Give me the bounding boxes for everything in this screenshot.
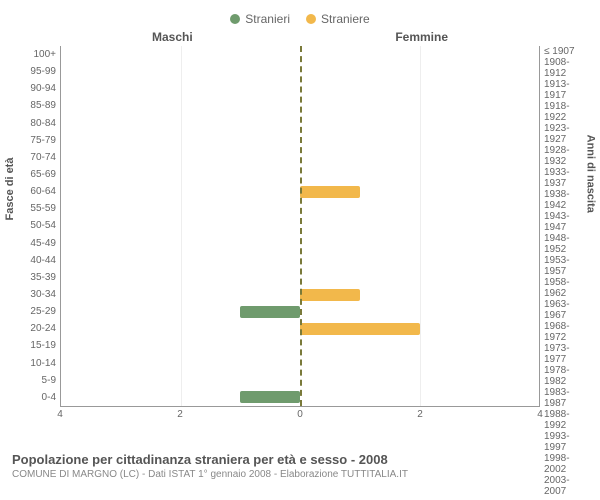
- y-tick-right: 1923-1927: [544, 123, 588, 145]
- y-tick-left: 70-74: [12, 149, 56, 166]
- y-tick-right: 1908-1912: [544, 57, 588, 79]
- plot-area: 100+95-9990-9485-8980-8475-7970-7465-696…: [12, 46, 588, 406]
- y-tick-left: 90-94: [12, 80, 56, 97]
- center-line: [300, 46, 302, 406]
- female-title: Femmine: [395, 30, 448, 44]
- y-tick-left: 95-99: [12, 63, 56, 80]
- bar-male: [240, 391, 300, 403]
- y-axis-left: 100+95-9990-9485-8980-8475-7970-7465-696…: [12, 46, 60, 406]
- y-tick-left: 25-29: [12, 303, 56, 320]
- y-tick-left: 0-4: [12, 389, 56, 406]
- y-tick-left: 20-24: [12, 320, 56, 337]
- y-tick-right: 1968-1972: [544, 321, 588, 343]
- y-tick-right: ≤ 1907: [544, 46, 588, 57]
- legend-swatch-male: [230, 14, 240, 24]
- bar-female: [300, 289, 360, 301]
- legend-label-female: Straniere: [321, 12, 370, 26]
- y-tick-left: 30-34: [12, 286, 56, 303]
- y-tick-right: 1943-1947: [544, 211, 588, 233]
- y-tick-right: 1918-1922: [544, 101, 588, 123]
- y-tick-left: 50-54: [12, 217, 56, 234]
- y-tick-left: 60-64: [12, 183, 56, 200]
- y-tick-right: 1953-1957: [544, 255, 588, 277]
- bar-female: [300, 323, 420, 335]
- caption-title: Popolazione per cittadinanza straniera p…: [12, 452, 588, 467]
- y-tick-right: 1958-1962: [544, 277, 588, 299]
- y-tick-right: 1933-1937: [544, 167, 588, 189]
- y-tick-right: 1988-1992: [544, 409, 588, 431]
- y-tick-right: 2003-2007: [544, 475, 588, 497]
- y-tick-left: 10-14: [12, 355, 56, 372]
- y-tick-right: 1938-1942: [544, 189, 588, 211]
- y-tick-left: 100+: [12, 46, 56, 63]
- chart: Fasce di età Anni di nascita 100+95-9990…: [12, 46, 588, 446]
- y-tick-left: 5-9: [12, 372, 56, 389]
- caption-subtitle: COMUNE DI MARGNO (LC) - Dati ISTAT 1° ge…: [12, 469, 588, 480]
- y-tick-left: 65-69: [12, 166, 56, 183]
- bars-area: [60, 46, 540, 406]
- y-tick-left: 15-19: [12, 337, 56, 354]
- legend-label-male: Stranieri: [245, 12, 290, 26]
- y-tick-left: 45-49: [12, 235, 56, 252]
- x-axis: 4 2 0 2 4: [60, 406, 540, 428]
- y-tick-left: 80-84: [12, 115, 56, 132]
- y-tick-right: 1978-1982: [544, 365, 588, 387]
- legend: Stranieri Straniere: [12, 12, 588, 26]
- y-tick-right: 1998-2002: [544, 453, 588, 475]
- male-title: Maschi: [152, 30, 193, 44]
- bar-male: [240, 306, 300, 318]
- y-tick-right: 1928-1932: [544, 145, 588, 167]
- x-tick: 4: [57, 409, 63, 420]
- legend-item-female: Straniere: [306, 12, 370, 26]
- y-tick-right: 1993-1997: [544, 431, 588, 453]
- caption: Popolazione per cittadinanza straniera p…: [12, 452, 588, 480]
- y-axis-right: ≤ 19071908-19121913-19171918-19221923-19…: [540, 46, 588, 406]
- x-tick: 2: [177, 409, 183, 420]
- bar-female: [300, 186, 360, 198]
- y-tick-left: 40-44: [12, 252, 56, 269]
- y-tick-right: 1963-1967: [544, 299, 588, 321]
- x-tick: 2: [417, 409, 423, 420]
- y-tick-right: 1913-1917: [544, 79, 588, 101]
- y-tick-right: 1948-1952: [544, 233, 588, 255]
- legend-swatch-female: [306, 14, 316, 24]
- side-titles: Maschi Femmine: [12, 30, 588, 44]
- y-tick-left: 55-59: [12, 200, 56, 217]
- y-tick-right: 1973-1977: [544, 343, 588, 365]
- x-tick: 0: [297, 409, 303, 420]
- y-tick-left: 35-39: [12, 269, 56, 286]
- legend-item-male: Stranieri: [230, 12, 290, 26]
- y-tick-right: 1983-1987: [544, 387, 588, 409]
- y-tick-left: 75-79: [12, 132, 56, 149]
- x-tick: 4: [537, 409, 543, 420]
- y-tick-left: 85-89: [12, 97, 56, 114]
